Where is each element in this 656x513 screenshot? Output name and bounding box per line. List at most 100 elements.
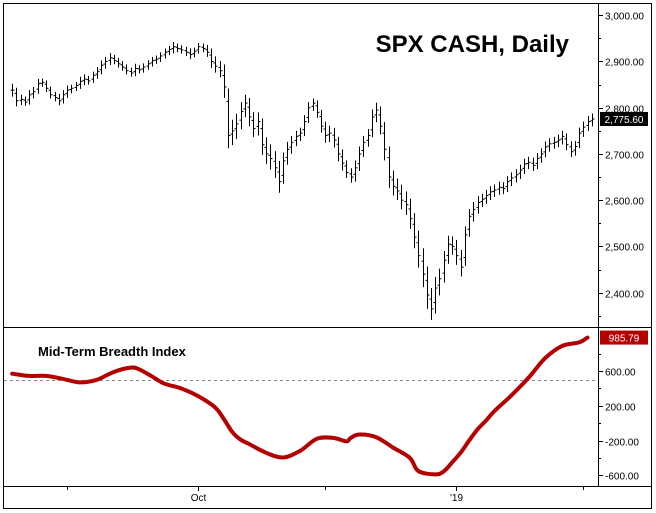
price-bar — [531, 157, 536, 172]
price-bar — [112, 54, 117, 65]
price-bar — [501, 182, 506, 195]
price-bar — [14, 87, 19, 107]
price-bar — [99, 60, 104, 75]
price-bar — [387, 146, 392, 189]
price-bar — [412, 213, 417, 249]
price-bar — [120, 61, 125, 71]
price-bar — [543, 141, 548, 158]
price-tick-label: 2,800.00 — [605, 105, 644, 116]
price-bar — [251, 112, 256, 137]
price-bar — [366, 128, 371, 147]
price-bar — [239, 102, 244, 130]
price-tick-label: 2,400.00 — [605, 290, 644, 301]
price-bar — [454, 239, 459, 265]
price-bar — [213, 56, 218, 73]
price-bar — [480, 193, 485, 208]
price-bar — [446, 235, 451, 264]
price-bar — [378, 106, 383, 135]
price-bar — [133, 63, 138, 77]
price-bar — [569, 141, 574, 158]
breadth-tick-label: 600.00 — [605, 368, 636, 379]
price-bar — [158, 52, 163, 62]
breadth-tick-label: 200.00 — [605, 403, 636, 414]
price-bar — [74, 81, 79, 92]
price-bar — [108, 53, 113, 65]
price-bar — [302, 115, 307, 137]
price-bar — [205, 45, 210, 57]
price-bar — [370, 109, 375, 138]
price-bar — [243, 94, 248, 118]
price-bar — [78, 76, 83, 89]
breadth-last-value-badge: 985.79 — [600, 330, 648, 345]
price-bar — [23, 96, 28, 106]
price-bar — [353, 160, 358, 182]
price-bar — [209, 48, 214, 68]
price-bar — [234, 113, 239, 139]
price-bar — [192, 47, 197, 58]
price-bar — [361, 135, 366, 157]
price-bar — [103, 56, 108, 69]
price-bar — [10, 83, 15, 97]
price-bar — [306, 102, 311, 123]
price-bar — [399, 184, 404, 210]
price-bar — [581, 121, 586, 137]
price-bar — [285, 141, 290, 165]
price-bar — [349, 168, 354, 183]
price-bar — [311, 98, 316, 111]
price-bar — [150, 56, 155, 67]
price-bar — [281, 152, 286, 184]
price-bar — [404, 191, 409, 215]
price-bar — [315, 100, 320, 118]
price-bar — [573, 140, 578, 156]
price-bar — [31, 86, 36, 99]
price-bar — [196, 42, 201, 54]
price-bar — [264, 137, 269, 165]
price-bar — [298, 127, 303, 141]
price-bar — [442, 251, 447, 283]
price-bar — [488, 186, 493, 200]
price-bar — [391, 170, 396, 196]
price-bar — [522, 158, 527, 174]
price-bar — [86, 75, 91, 85]
price-bar — [188, 48, 193, 60]
price-bar — [497, 181, 502, 195]
breadth-panel-title: Mid-Term Breadth Index — [38, 344, 187, 359]
price-axis: 3,000.00 2,900.00 2,800.00 2,700.00 2,600.00… — [598, 12, 644, 317]
price-bar — [116, 57, 121, 68]
price-bar — [230, 119, 235, 146]
price-bar — [65, 85, 70, 99]
price-bar — [505, 176, 510, 193]
price-bars — [10, 42, 595, 320]
price-bar — [247, 98, 252, 127]
price-bar — [218, 61, 223, 78]
price-bar — [69, 84, 74, 94]
price-bar — [226, 88, 231, 149]
price-bar — [535, 153, 540, 169]
price-bar — [492, 184, 497, 197]
price-bar — [467, 208, 472, 237]
price-bar — [319, 110, 324, 133]
price-bar — [408, 198, 413, 229]
price-bar — [154, 55, 159, 64]
breadth-tick-label: -200.00 — [605, 438, 639, 449]
price-bar — [463, 226, 468, 266]
price-bar — [273, 151, 278, 178]
price-bar — [340, 149, 345, 171]
time-tick-label: Oct — [191, 493, 207, 504]
price-bar — [19, 94, 24, 105]
price-bar — [509, 172, 514, 187]
price-bar — [323, 121, 328, 143]
price-bar — [201, 43, 206, 53]
price-bar — [141, 63, 146, 73]
time-tick-label: '19 — [450, 493, 463, 504]
breadth-line-series — [10, 335, 590, 477]
price-tick-label: 2,500.00 — [605, 243, 644, 254]
price-bar — [294, 130, 299, 147]
price-bar — [476, 196, 481, 214]
svg-text:985.79: 985.79 — [609, 334, 640, 345]
price-bar — [129, 67, 134, 77]
price-bar — [268, 144, 273, 170]
price-bar — [556, 134, 561, 148]
price-bar — [357, 146, 362, 172]
svg-text:2,775.60: 2,775.60 — [605, 115, 644, 126]
